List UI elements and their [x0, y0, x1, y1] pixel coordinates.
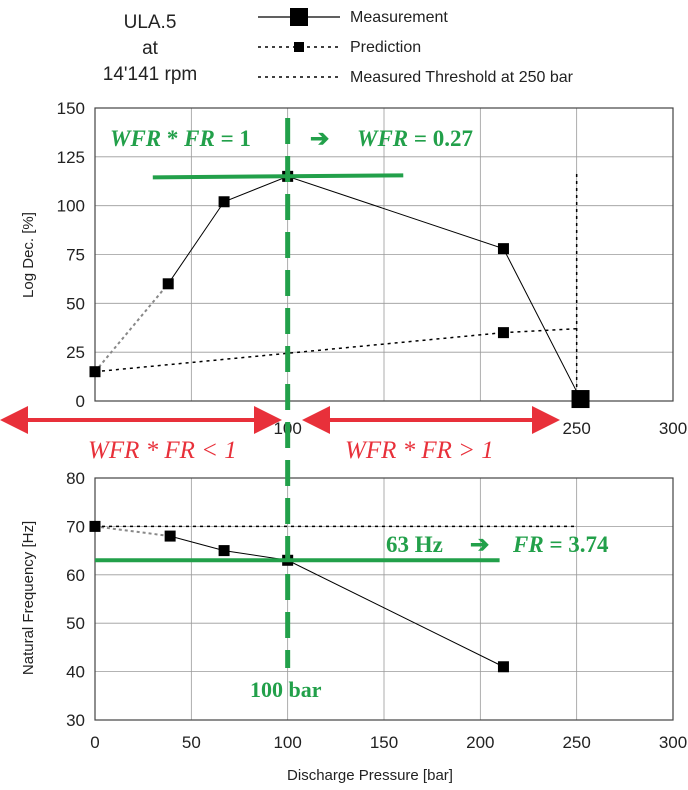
log-dec-y-tick-label: 100 [57, 197, 85, 216]
figure-title: ULA.5 at 14'141 rpm [103, 12, 197, 85]
log-dec-grid [94, 107, 674, 402]
natural-frequency-y-tick-label: 70 [66, 517, 85, 536]
annotation-arrow-top: ➔ [310, 126, 329, 151]
annotation-region-greater-than-1: WFR * FR > 1 [345, 437, 494, 464]
natural-frequency-series-measurement-extrapolation [94, 525, 171, 538]
natural-frequency-x-tick-label: 300 [659, 733, 687, 752]
annotation-fr-equals: FR = 3.74 [512, 532, 609, 557]
log-dec-y-tick-label: 50 [66, 294, 85, 313]
log-dec-y-tick-label: 25 [66, 343, 85, 362]
natural-frequency-series-measurement [170, 535, 504, 668]
natural-frequency-x-tick-label: 50 [182, 733, 201, 752]
natural-frequency-y-tick-label: 40 [66, 663, 85, 682]
log-dec-y-tick-label: 0 [76, 392, 85, 411]
natural-frequency-y-tick-label: 30 [66, 711, 85, 730]
legend-threshold-label: Measured Threshold at 250 bar [350, 69, 574, 86]
log-dec-measurement-point [162, 278, 174, 290]
natural-frequency-series [89, 520, 577, 673]
log-dec-measurement-threshold-marker [571, 390, 590, 409]
natural-frequency-plot: 30 40 50 60 70 80 0 50 100 150 200 250 300 Natural … [20, 469, 687, 784]
title-line-1: ULA.5 [124, 12, 177, 33]
natural-frequency-measurement-point [164, 530, 176, 542]
natural-frequency-y-axis-label: Natural Frequency [Hz] [20, 521, 37, 675]
log-dec-series-prediction-extension [503, 327, 577, 334]
legend-measurement-label: Measurement [350, 9, 448, 26]
natural-frequency-x-ticks: 0 50 100 150 200 250 300 [90, 733, 687, 752]
x-axis-label: Discharge Pressure [bar] [287, 767, 453, 784]
log-dec-y-axis-label: Log Dec. [%] [20, 212, 37, 298]
natural-frequency-grid [94, 477, 674, 721]
log-dec-x-tick-label: 250 [562, 419, 590, 438]
log-dec-series-prediction [94, 331, 504, 373]
annotations: WFR * FR = 1 ➔ WFR = 0.27 WFR * FR < 1 W… [88, 126, 609, 702]
natural-frequency-x-tick-label: 250 [562, 733, 590, 752]
title-line-2: at [142, 38, 159, 59]
natural-frequency-x-tick-label: 0 [90, 733, 99, 752]
natural-frequency-measurement-point [218, 545, 230, 557]
annotation-wfr-equals: WFR = 0.27 [357, 126, 473, 151]
annotation-63-hz: 63 Hz [386, 532, 443, 557]
guide-log-dec-peak [152, 173, 404, 180]
natural-frequency-x-tick-label: 150 [370, 733, 398, 752]
natural-frequency-plot-frame [94, 477, 674, 721]
log-dec-prediction-point [497, 327, 509, 339]
log-dec-series [89, 170, 590, 409]
log-dec-y-tick-label: 125 [57, 148, 85, 167]
log-dec-y-tick-label: 75 [66, 246, 85, 265]
natural-frequency-measurement-point [497, 661, 509, 673]
natural-frequency-y-tick-label: 80 [66, 469, 85, 488]
natural-frequency-y-ticks: 30 40 50 60 70 80 [66, 469, 85, 730]
annotation-wfr-fr-equals-1: WFR * FR = 1 [110, 126, 251, 151]
log-dec-y-tick-label: 150 [57, 99, 85, 118]
natural-frequency-prediction-point [89, 520, 101, 532]
log-dec-plot-frame [94, 107, 674, 402]
log-dec-y-ticks: 0 25 50 75 100 125 150 [57, 99, 85, 411]
log-dec-measurement-point [218, 196, 230, 208]
title-line-3: 14'141 rpm [103, 64, 197, 85]
log-dec-measurement-point [497, 243, 509, 255]
natural-frequency-y-tick-label: 60 [66, 566, 85, 585]
natural-frequency-x-tick-label: 100 [273, 733, 301, 752]
legend-prediction-label: Prediction [350, 39, 421, 56]
log-dec-x-tick-label: 300 [659, 419, 687, 438]
legend: Measurement Prediction Measured Threshol… [258, 8, 574, 86]
log-dec-series-measurement [167, 175, 581, 400]
annotation-100-bar: 100 bar [250, 677, 322, 702]
annotation-arrow-freq: ➔ [470, 532, 489, 557]
guide-lines [95, 118, 500, 668]
legend-measurement-marker [290, 8, 308, 26]
natural-frequency-y-tick-label: 50 [66, 614, 85, 633]
natural-frequency-x-tick-label: 200 [466, 733, 494, 752]
annotation-region-less-than-1: WFR * FR < 1 [88, 437, 237, 464]
log-dec-prediction-point [89, 366, 101, 378]
log-dec-series-measurement-extrapolation [94, 283, 169, 373]
legend-prediction-marker [294, 42, 304, 52]
